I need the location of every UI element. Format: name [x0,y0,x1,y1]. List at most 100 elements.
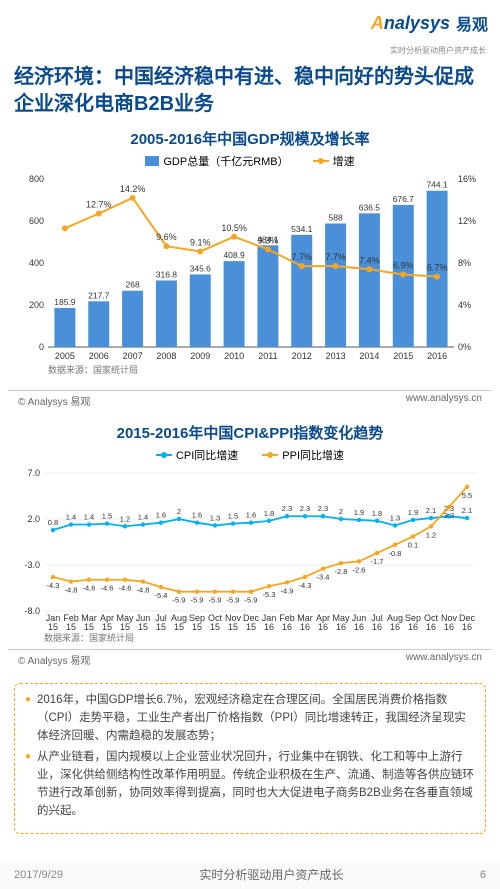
svg-text:2.1: 2.1 [426,506,436,515]
svg-text:1.8: 1.8 [264,509,274,518]
svg-text:1.9: 1.9 [354,508,364,517]
svg-text:15: 15 [66,622,76,632]
svg-text:268: 268 [125,280,139,290]
bar [325,224,346,347]
svg-text:15: 15 [138,622,148,632]
svg-text:15: 15 [48,622,58,632]
svg-text:0%: 0% [458,342,471,352]
bar [190,274,211,347]
svg-text:1.4: 1.4 [84,513,94,522]
svg-text:15: 15 [192,622,202,632]
svg-text:534.1: 534.1 [291,224,313,234]
svg-text:-5.9: -5.9 [191,596,204,605]
svg-text:1.6: 1.6 [192,511,202,520]
svg-text:15: 15 [84,622,94,632]
svg-text:16%: 16% [458,174,476,184]
series-line [53,487,467,592]
svg-text:2009: 2009 [190,351,210,361]
svg-text:7.7%: 7.7% [291,252,312,262]
svg-text:数据来源：国家统计局: 数据来源：国家统计局 [48,364,138,375]
svg-text:-8.0: -8.0 [24,606,40,616]
svg-text:16: 16 [282,622,292,632]
svg-text:2008: 2008 [156,351,176,361]
svg-text:-4.3: -4.3 [299,581,312,590]
page-footer: 2017/9/29 实时分析驱动用户资产成长 6 [0,862,500,889]
footer-date: 2017/9/29 [14,869,63,881]
svg-text:7.0: 7.0 [27,468,40,478]
svg-text:1.6: 1.6 [246,511,256,520]
svg-text:16: 16 [372,622,382,632]
svg-text:12%: 12% [458,216,476,226]
svg-text:-4.6: -4.6 [83,584,96,593]
svg-text:2.3: 2.3 [300,504,310,513]
svg-text:1.9: 1.9 [408,508,418,517]
brand-logo-cn: 易观 [456,11,488,35]
chart1-copyright: © Analysys 易观 [18,393,90,408]
svg-text:-5.9: -5.9 [209,596,222,605]
chart1-legend: GDP总量（千亿元RMB） 增速 [0,153,500,169]
svg-text:2013: 2013 [326,351,346,361]
svg-text:2.0: 2.0 [27,514,40,524]
chart2: -8.0-3.02.07.0Jan15Feb15Mar15Apr15May15J… [14,465,486,645]
svg-text:217.7: 217.7 [88,290,110,300]
svg-text:-5.4: -5.4 [155,591,168,600]
svg-text:400: 400 [29,258,44,268]
svg-text:0: 0 [39,342,44,352]
svg-text:-0.8: -0.8 [389,549,402,558]
svg-text:185.9: 185.9 [54,297,76,307]
svg-text:2007: 2007 [123,351,143,361]
svg-text:-1.7: -1.7 [371,557,384,566]
svg-text:588: 588 [328,213,342,223]
svg-text:-4.9: -4.9 [281,586,294,595]
svg-text:-4.8: -4.8 [137,586,150,595]
brand-logo-en: Analysys [371,13,450,34]
svg-text:2.3: 2.3 [282,504,292,513]
svg-text:14.2%: 14.2% [120,184,146,194]
svg-text:1.4: 1.4 [66,513,76,522]
legend-ppi-label: PPI同比增速 [282,447,344,463]
svg-text:1.5: 1.5 [228,512,238,521]
svg-text:-5.9: -5.9 [173,596,186,605]
chart1-footer: © Analysys 易观 www.analysys.cn [8,390,492,414]
svg-text:1.2: 1.2 [120,514,130,523]
svg-text:15: 15 [228,622,238,632]
summary-box: 2016年，中国GDP增长6.7%，宏观经济稳定在合理区间。全国居民消费价格指数… [14,683,486,834]
svg-text:1.6: 1.6 [156,511,166,520]
svg-text:15: 15 [102,622,112,632]
chart2-title: 2015-2016年中国CPI&PPI指数变化趋势 [0,422,500,443]
svg-text:2005: 2005 [55,351,75,361]
legend-cpi-label: CPI同比增速 [176,447,238,463]
svg-text:1.4: 1.4 [138,513,148,522]
svg-text:2.3: 2.3 [318,504,328,513]
svg-text:200: 200 [29,300,44,310]
svg-text:5.5: 5.5 [462,491,472,500]
svg-text:408.9: 408.9 [223,250,245,260]
svg-text:9.1%: 9.1% [190,237,211,247]
document-page: Analysys 易观 实时分析驱动用户资产成长 经济环境：中国经济稳中有进、稳… [0,0,500,889]
chart2-footer: © Analysys 易观 www.analysys.cn [8,649,492,673]
page-title: 经济环境：中国经济稳中有进、稳中向好的势头促成企业深化电商B2B业务 [0,60,500,126]
summary-item: 2016年，中国GDP增长6.7%，宏观经济稳定在合理区间。全国居民消费价格指数… [25,692,475,745]
svg-text:800: 800 [29,174,44,184]
svg-text:345.6: 345.6 [190,263,212,273]
svg-text:16: 16 [390,622,400,632]
svg-text:2006: 2006 [89,351,109,361]
svg-text:9.3%: 9.3% [258,235,279,245]
svg-text:-3.4: -3.4 [317,573,330,582]
svg-text:16: 16 [300,622,310,632]
svg-text:676.7: 676.7 [393,194,415,204]
svg-text:600: 600 [29,216,44,226]
svg-text:7.7%: 7.7% [325,252,346,262]
chart2-copyright: © Analysys 易观 [18,652,90,667]
bar [359,213,380,347]
legend-line-label: 增速 [333,153,355,169]
series-line [53,516,467,530]
svg-text:-3.0: -3.0 [24,560,40,570]
svg-text:-5.3: -5.3 [263,590,276,599]
svg-text:-5.9: -5.9 [227,596,240,605]
svg-text:16: 16 [462,622,472,632]
svg-text:16: 16 [354,622,364,632]
svg-text:2012: 2012 [292,351,312,361]
svg-text:6.9%: 6.9% [393,261,414,271]
svg-text:1.3: 1.3 [390,513,400,522]
